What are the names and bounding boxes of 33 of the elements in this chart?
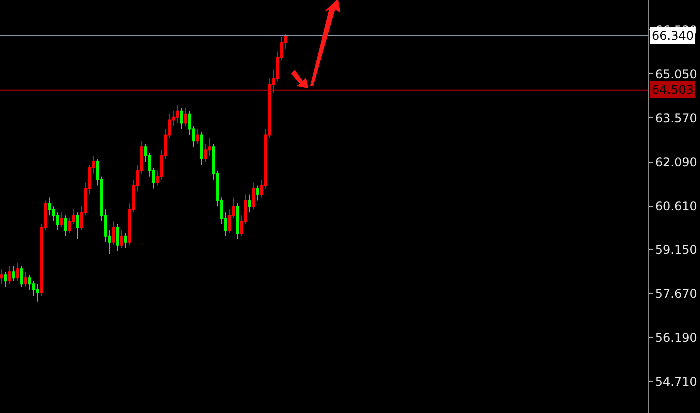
candlestick [256, 185, 260, 202]
candlestick [248, 194, 252, 214]
candlestick [112, 221, 116, 246]
candlestick [180, 108, 184, 130]
candlestick [24, 272, 28, 288]
y-tick-label: 65.050 [655, 67, 698, 82]
ref-line-label: 64.503 [652, 83, 694, 97]
y-tick-label: 56.190 [655, 331, 698, 346]
candlestick [120, 230, 124, 249]
y-tick-label: 57.670 [655, 287, 698, 302]
y-tick-label: 60.610 [655, 200, 698, 214]
candlestick [16, 262, 20, 282]
candlestick [176, 104, 180, 124]
candlestick [124, 232, 128, 249]
y-tick-label: 62.090 [655, 155, 698, 170]
candlestick [12, 266, 16, 282]
candlestick [0, 268, 4, 285]
candlestick [20, 266, 24, 288]
y-tick-label: 59.150 [655, 243, 698, 258]
candlestick [60, 212, 64, 228]
candlestick [76, 212, 80, 240]
y-tick-label: 54.710 [655, 375, 698, 390]
candlestick [116, 224, 120, 252]
y-tick-label: 63.570 [655, 111, 698, 126]
candlestick [8, 266, 12, 285]
candlestick [184, 108, 188, 127]
candlestick [36, 284, 40, 302]
candlestick [200, 132, 204, 166]
candlestick [196, 128, 200, 145]
candlestick [4, 272, 8, 288]
candlestick [236, 203, 240, 240]
candlestick [64, 215, 68, 237]
candlestick [252, 182, 256, 210]
